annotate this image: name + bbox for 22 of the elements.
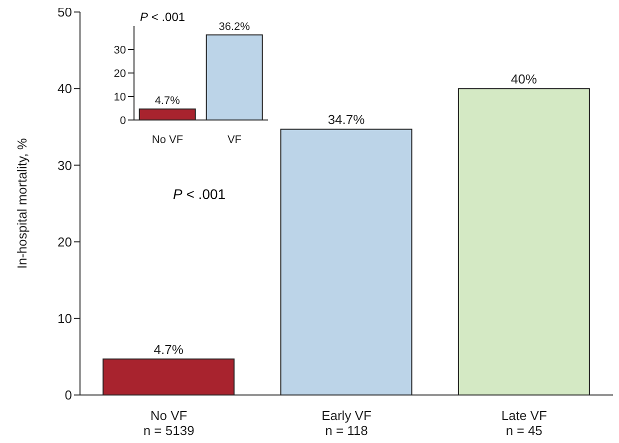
annotation: P < .001 [140,10,186,24]
x-tick-label: No VF [152,134,184,146]
annotation: P < .001 [173,186,226,202]
y-tick-label: 10 [58,311,72,326]
x-tick-label: Late VF n = 45 [501,408,547,438]
y-tick-label: 0 [120,114,126,127]
y-tick-label: 30 [114,44,126,56]
x-tick-label: VF [227,134,242,146]
x-tick-label: Early VF n = 118 [322,408,372,438]
y-tick-label: 0 [64,388,72,403]
data-label: 4.7% [154,342,184,357]
y-tick-label: 10 [114,91,126,104]
y-tick-label: 30 [58,158,72,173]
x-tick-label: No VF n = 5139 [143,408,194,438]
data-label: 4.7% [154,94,180,107]
data-label: 34.7% [328,112,366,128]
data-label: 36.2% [218,20,250,33]
data-label: 40% [510,72,538,87]
y-tick-label: 20 [58,234,72,250]
y-axis-title: In-hospital mortality, % [14,138,30,269]
y-tick-label: 40 [58,81,72,96]
y-tick-label: 20 [114,68,126,80]
